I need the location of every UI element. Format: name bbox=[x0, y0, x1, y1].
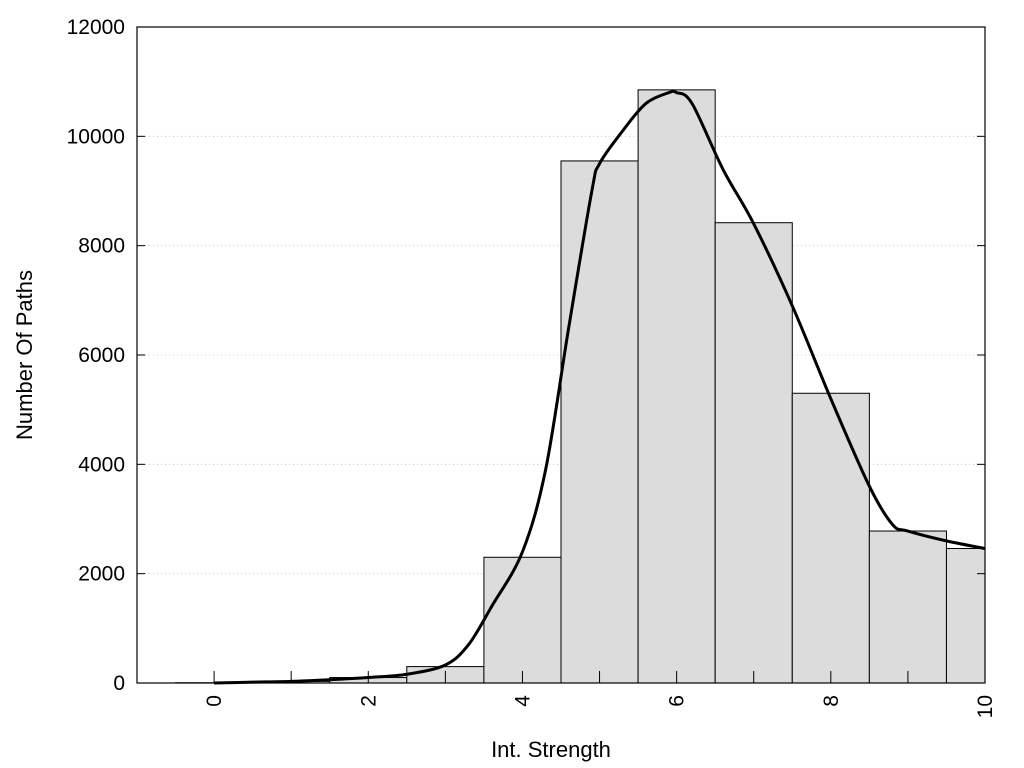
x-tick-label: 8 bbox=[820, 695, 843, 707]
x-tick-label: 0 bbox=[203, 695, 226, 707]
histogram-bar bbox=[714, 222, 793, 684]
y-tick-label: 6000 bbox=[78, 344, 125, 367]
y-axis-ticks: 0 2000 4000 6000 8000 10000 12000 bbox=[67, 16, 985, 695]
x-tick-label: 4 bbox=[511, 695, 534, 707]
x-tick-label: 2 bbox=[357, 695, 380, 707]
y-tick-label: 4000 bbox=[78, 453, 125, 476]
histogram-bar bbox=[791, 392, 870, 684]
y-tick-label: 0 bbox=[113, 672, 125, 695]
bars bbox=[175, 89, 986, 684]
x-axis-ticks: 0 2 4 6 8 10 bbox=[203, 671, 997, 718]
histogram-bar bbox=[637, 89, 716, 684]
y-tick-label: 10000 bbox=[67, 125, 125, 148]
y-axis-label: Number Of Paths bbox=[12, 270, 37, 440]
x-tick-label: 10 bbox=[974, 695, 997, 718]
histogram-bar bbox=[868, 530, 947, 684]
y-tick-label: 12000 bbox=[67, 16, 125, 39]
x-tick-label: 6 bbox=[666, 695, 689, 707]
histogram-bar bbox=[945, 548, 986, 684]
x-axis-label: Int. Strength bbox=[491, 737, 611, 762]
histogram-bar bbox=[560, 160, 639, 684]
y-tick-label: 2000 bbox=[78, 563, 125, 586]
density-curve bbox=[214, 89, 986, 685]
histogram-bar bbox=[483, 556, 562, 684]
y-tick-label: 8000 bbox=[78, 235, 125, 258]
